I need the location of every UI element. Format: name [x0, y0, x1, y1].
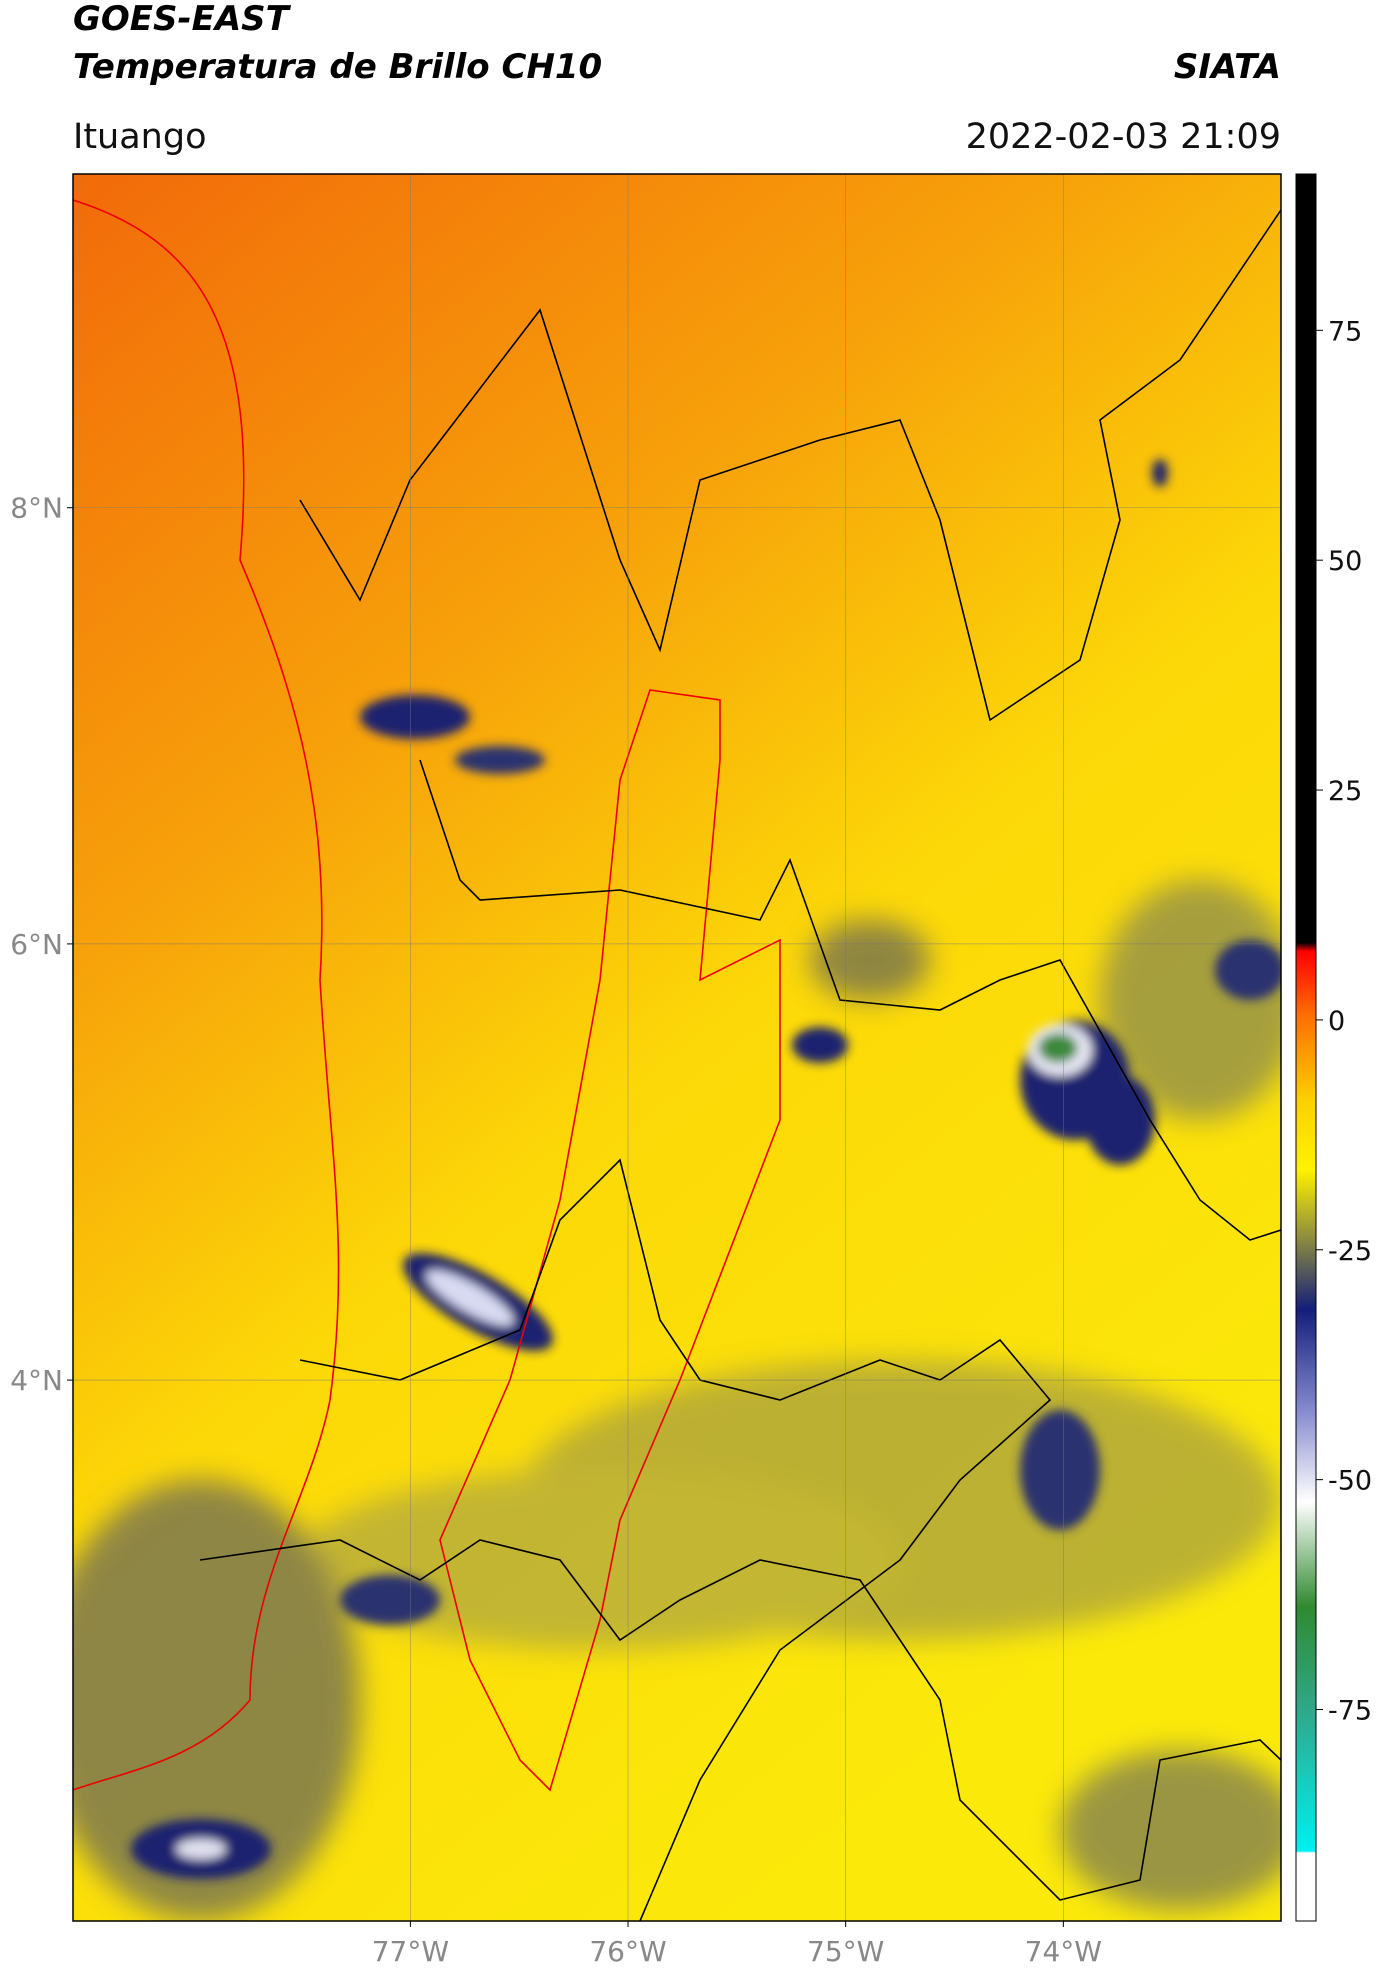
location: Ituango: [73, 117, 207, 157]
colorbar-tick-label: -25: [1328, 1236, 1372, 1267]
colorbar-tick-label: 25: [1328, 776, 1362, 807]
lon-tick-label: 74°W: [1025, 1935, 1102, 1968]
subtitle: Temperatura de Brillo CH10: [73, 47, 602, 87]
colorbar-tick-label: -75: [1328, 1696, 1372, 1727]
lon-tick-label: 77°W: [372, 1935, 449, 1968]
lon-tick-label: 75°W: [807, 1935, 884, 1968]
title: GOES-EAST: [73, 0, 292, 39]
map-frame: [72, 173, 1282, 1922]
colorbar: [1295, 173, 1317, 1922]
datetime: 2022-02-03 21:09: [966, 117, 1281, 157]
source: SIATA: [1174, 47, 1281, 87]
graticule: [67, 174, 1281, 1927]
lat-tick-label: 8°N: [10, 492, 63, 525]
colorbar-tick-label: 50: [1328, 546, 1362, 577]
lat-tick-label: 6°N: [10, 928, 63, 961]
lon-tick-label: 76°W: [589, 1935, 666, 1968]
colorbar-tick-label: 75: [1328, 316, 1362, 347]
lat-tick-label: 4°N: [10, 1364, 63, 1397]
colorbar-tick-label: 0: [1328, 1006, 1345, 1037]
colorbar-tick-label: -50: [1328, 1466, 1372, 1497]
map-image: [73, 174, 1281, 1921]
